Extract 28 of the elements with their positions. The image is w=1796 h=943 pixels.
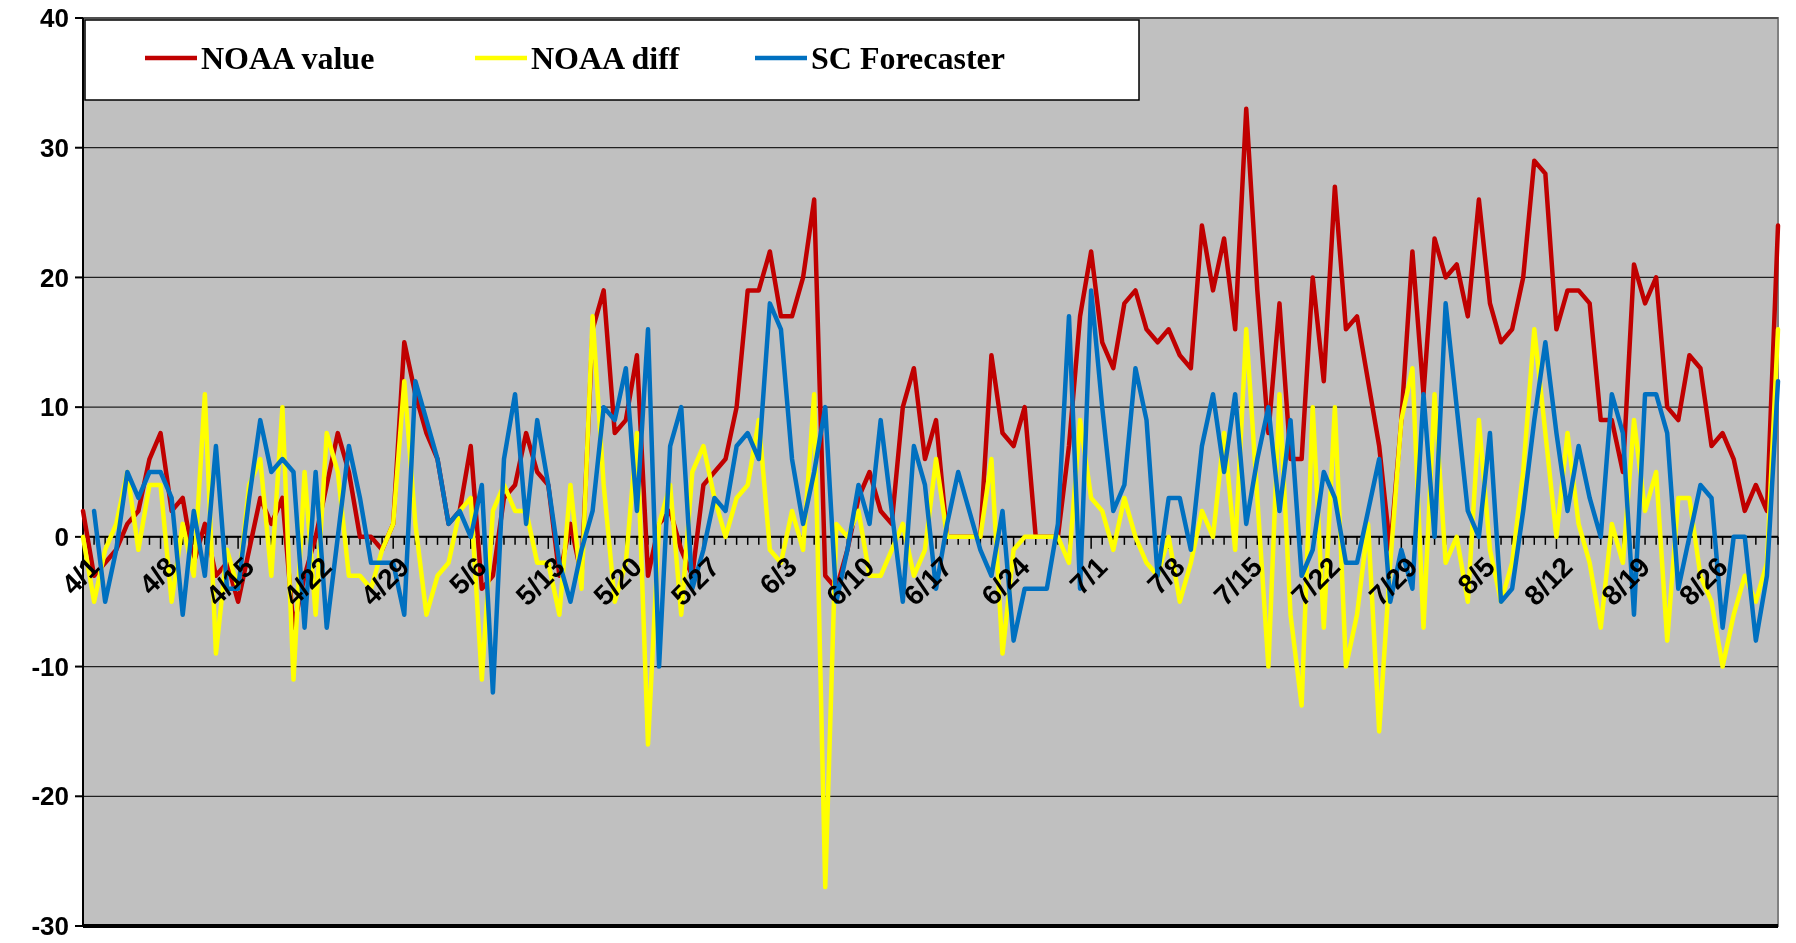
y-tick-label: -10 <box>31 651 69 682</box>
x-tick-label: 7/22 <box>1285 551 1346 612</box>
y-tick-label: 30 <box>40 132 69 163</box>
legend-label: NOAA diff <box>531 40 680 77</box>
legend-label: SC Forecaster <box>811 40 1005 77</box>
x-tick-label: 7/1 <box>1063 551 1114 601</box>
y-tick-label: 0 <box>54 521 69 552</box>
x-tick-label: 8/5 <box>1451 551 1501 601</box>
y-tick-label: -30 <box>31 911 69 942</box>
x-tick-label: 4/8 <box>133 551 183 601</box>
y-tick-label: 10 <box>40 392 69 423</box>
x-tick-label: 5/20 <box>587 551 648 612</box>
x-tick-label: 8/12 <box>1518 551 1579 612</box>
x-tick-label: 7/8 <box>1141 551 1191 601</box>
x-tick-label: 6/24 <box>975 550 1036 612</box>
y-tick-label: 20 <box>40 262 69 293</box>
x-tick-label: 8/19 <box>1595 551 1657 612</box>
x-tick-label: 6/3 <box>753 551 804 601</box>
x-tick-label: 4/22 <box>277 551 338 612</box>
y-tick-label: 40 <box>40 3 69 34</box>
x-tick-label: 8/26 <box>1673 551 1734 612</box>
x-tick-label: 7/29 <box>1362 551 1424 612</box>
x-tick-label: 6/10 <box>820 551 881 612</box>
x-tick-label: 4/29 <box>354 551 416 612</box>
x-tick-label: 5/6 <box>443 551 493 601</box>
y-tick-label: -20 <box>31 781 69 812</box>
x-tick-label: 5/13 <box>509 551 571 612</box>
legend-label: NOAA value <box>201 40 375 77</box>
